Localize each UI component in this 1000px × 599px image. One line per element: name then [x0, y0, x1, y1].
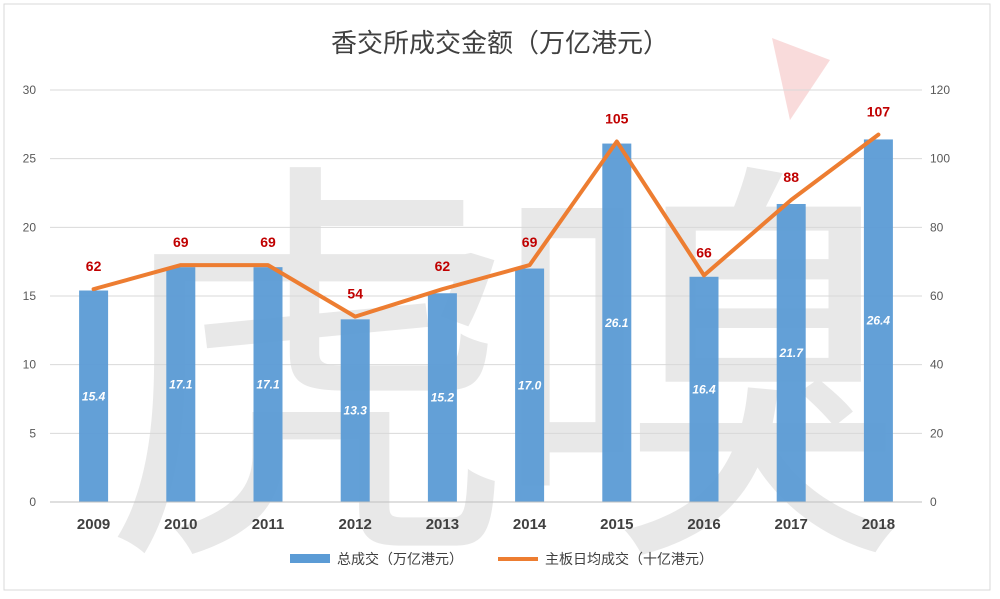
- x-tick-label: 2017: [775, 516, 808, 533]
- x-axis: 2009 2010 2011 2012 2013 2014 2015 2016 2017 2018: [50, 501, 922, 533]
- x-tick-label: 2018: [862, 516, 895, 533]
- right-tick-label: 40: [930, 358, 944, 372]
- bar-data-label: 15.4: [82, 389, 106, 403]
- bar: [166, 267, 196, 502]
- watermark-triangle-icon: [772, 38, 830, 120]
- line-data-label: 62: [435, 258, 451, 274]
- left-y-axis: 0 5 10 15 20 25 30: [23, 83, 37, 509]
- right-tick-label: 120: [930, 83, 950, 97]
- bar-data-label: 15.2: [431, 391, 455, 405]
- bar: [253, 267, 283, 502]
- legend-bar-label: 总成交（万亿港元）: [337, 551, 463, 568]
- bar: [427, 293, 457, 502]
- bar: [776, 203, 806, 502]
- line-series: 62 69 69 54 62 69 105 66 88 107: [86, 104, 891, 319]
- left-tick-label: 20: [23, 220, 37, 234]
- bar-data-label: 26.4: [866, 314, 891, 328]
- chart-title: 香交所成交金额（万亿港元）: [331, 29, 669, 59]
- x-tick-label: 2009: [77, 516, 110, 533]
- line-data-label: 105: [605, 111, 629, 127]
- right-tick-label: 80: [930, 220, 944, 234]
- x-tick-label: 2016: [687, 516, 720, 533]
- line-data-label: 66: [696, 244, 712, 260]
- line-data-label: 69: [522, 234, 538, 250]
- bar-data-label: 16.4: [692, 382, 716, 396]
- x-tick-label: 2011: [252, 516, 285, 533]
- bar: [515, 268, 545, 502]
- bar: [602, 143, 632, 502]
- right-y-axis: 0 20 40 60 80 100 120: [930, 83, 950, 509]
- right-tick-label: 100: [930, 152, 950, 166]
- bar: [340, 319, 370, 502]
- bar-data-label: 21.7: [779, 346, 805, 360]
- line-data-label: 62: [86, 258, 102, 274]
- line-data-label: 69: [260, 234, 276, 250]
- x-tick-label: 2015: [600, 516, 633, 533]
- series-line: [91, 132, 881, 319]
- bar-data-label: 13.3: [344, 404, 368, 418]
- left-tick-label: 0: [29, 495, 36, 509]
- bar-data-label: 17.1: [256, 378, 280, 392]
- bar-data-label: 17.0: [518, 378, 542, 392]
- right-tick-label: 0: [930, 495, 937, 509]
- legend: 总成交（万亿港元） 主板日均成交（十亿港元）: [290, 551, 713, 568]
- right-tick-label: 60: [930, 289, 944, 303]
- bar-data-label: 17.1: [169, 378, 193, 392]
- left-tick-label: 15: [23, 289, 37, 303]
- bar: [689, 276, 719, 502]
- line-data-label: 107: [867, 104, 891, 120]
- bar: [79, 290, 109, 502]
- bar: [863, 139, 893, 502]
- line-data-label: 69: [173, 234, 189, 250]
- line-data-label: 54: [347, 286, 363, 302]
- x-tick-label: 2013: [426, 516, 459, 533]
- left-tick-label: 30: [23, 83, 37, 97]
- x-tick-label: 2012: [339, 516, 372, 533]
- left-tick-label: 10: [23, 358, 37, 372]
- right-tick-label: 20: [930, 426, 944, 440]
- legend-line-label: 主板日均成交（十亿港元）: [545, 551, 713, 568]
- left-tick-label: 25: [23, 152, 37, 166]
- legend-bar-swatch: [290, 554, 330, 563]
- x-tick-label: 2010: [164, 516, 197, 533]
- x-tick-label: 2014: [513, 516, 547, 533]
- left-tick-label: 5: [29, 426, 36, 440]
- line-data-label: 88: [783, 169, 799, 185]
- bar-series: 15.4 17.1 17.1 13.3 15.2 17.0 26.1 16.4 21.7 26.4: [79, 139, 893, 502]
- bar-data-label: 26.1: [604, 316, 629, 330]
